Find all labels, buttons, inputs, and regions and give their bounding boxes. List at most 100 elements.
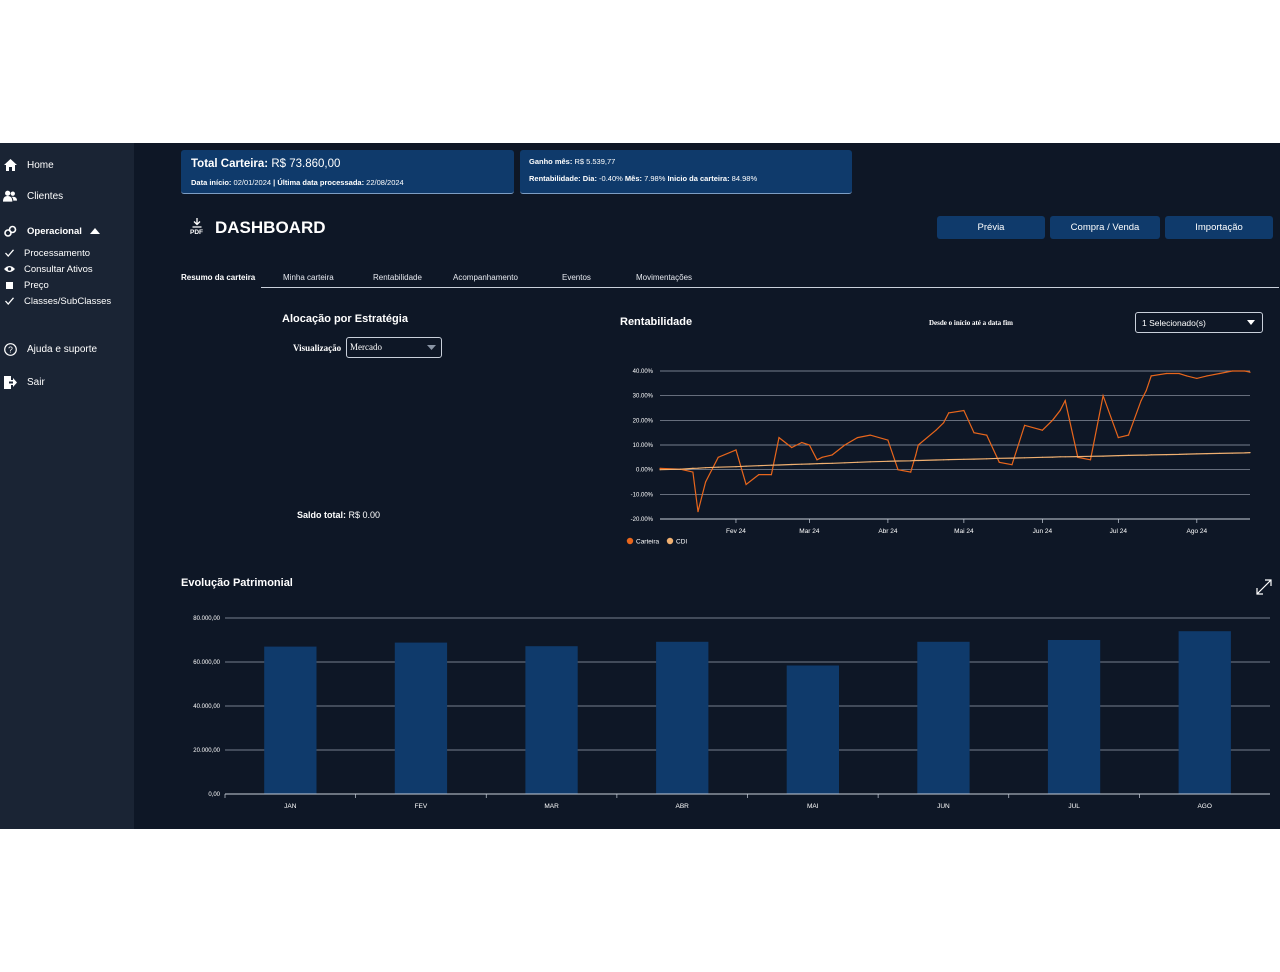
start-date-value: 02/01/2024 — [233, 178, 272, 187]
data-point — [1140, 454, 1142, 456]
data-point — [1077, 456, 1079, 458]
sidebar-item-home[interactable]: Home — [0, 158, 54, 172]
data-point — [1186, 375, 1188, 377]
data-point — [986, 458, 988, 460]
square-icon — [3, 279, 15, 291]
x-tick-label: Mai 24 — [954, 528, 974, 535]
page-title: DASHBOARD — [215, 218, 326, 237]
data-point — [697, 511, 699, 513]
data-point — [717, 466, 719, 468]
tab-portfolio-summary[interactable]: Resumo da carteira — [181, 273, 256, 282]
data-point — [910, 460, 912, 462]
data-point — [1024, 424, 1026, 426]
tab-tracking[interactable]: Acompanhamento — [453, 273, 518, 282]
tab-returns[interactable]: Rentabilidade — [373, 273, 422, 282]
tab-events[interactable]: Eventos — [562, 273, 591, 282]
y-tick-label: 60.000,00 — [193, 660, 220, 666]
tab-bar: Resumo da carteira Minha carteira Rentab… — [181, 143, 1280, 293]
pdf-download-button[interactable]: PDF — [188, 217, 206, 239]
view-select-value: Mercado — [350, 342, 382, 352]
data-point — [935, 459, 937, 461]
data-point — [1117, 437, 1119, 439]
data-point — [821, 462, 823, 465]
series-line-carteira — [659, 370, 1251, 512]
data-point — [948, 412, 950, 414]
bar — [264, 646, 317, 794]
sidebar-item-clients[interactable]: Clientes — [0, 189, 63, 203]
data-point — [791, 446, 793, 449]
data-point — [692, 471, 694, 473]
buy-sell-button[interactable]: Compra / Venda — [1050, 216, 1160, 239]
app-window: Home Clientes Operacional Processamento — [0, 143, 1280, 829]
data-point — [973, 432, 975, 434]
data-point — [1178, 372, 1180, 375]
bar — [656, 641, 709, 794]
tab-movements[interactable]: Movimentações — [636, 273, 693, 282]
data-point — [910, 471, 912, 473]
data-point — [831, 462, 833, 464]
return-label: Rentabilidade: — [529, 174, 581, 183]
data-point — [821, 456, 823, 458]
data-point — [1249, 452, 1251, 454]
y-tick-label: 20.00% — [633, 418, 654, 424]
data-point — [1059, 409, 1061, 412]
bar — [1178, 631, 1231, 794]
data-point — [778, 437, 780, 439]
preview-button[interactable]: Prévia — [937, 216, 1045, 239]
view-select[interactable]: Mercado — [346, 337, 442, 358]
x-tick-label: MAI — [807, 803, 819, 810]
data-point — [897, 460, 899, 462]
data-point — [935, 429, 937, 431]
data-point — [1051, 456, 1054, 458]
download-icon — [192, 218, 202, 228]
data-point — [791, 463, 793, 466]
day-label: Dia: — [582, 174, 597, 183]
sidebar-subitem-price[interactable]: Preço — [0, 279, 49, 291]
expand-icon[interactable] — [1255, 578, 1273, 596]
x-tick-label: AGO — [1197, 803, 1211, 810]
sidebar-subitem-assets[interactable]: Consultar Ativos — [0, 263, 93, 275]
data-point — [692, 467, 694, 469]
balance-total-value: R$ 0.00 — [348, 510, 381, 520]
data-point — [1089, 455, 1092, 457]
dropdown-arrow-icon — [1247, 320, 1255, 325]
data-point — [679, 468, 681, 470]
data-point — [758, 474, 760, 476]
data-point — [808, 444, 810, 446]
sidebar-item-help[interactable]: ? Ajuda e suporte — [0, 342, 97, 356]
y-tick-label: 30.00% — [633, 394, 654, 400]
import-button[interactable]: Importação — [1165, 216, 1273, 239]
data-point — [697, 467, 699, 469]
sidebar-item-label: Clientes — [27, 190, 64, 202]
sidebar-item-logout[interactable]: Sair — [0, 375, 45, 389]
data-point — [973, 458, 975, 460]
data-point — [1140, 400, 1142, 402]
data-point — [758, 465, 760, 467]
allocation-title: Alocação por Estratégia — [282, 313, 408, 325]
sidebar-subitem-classes[interactable]: Classes/SubClasses — [0, 295, 111, 307]
y-tick-label: -10.00% — [631, 492, 654, 498]
y-tick-label: 0,00 — [208, 792, 220, 798]
data-point — [1127, 434, 1130, 436]
data-point — [1011, 457, 1013, 459]
x-tick-label: Jul 24 — [1110, 528, 1128, 535]
tab-my-portfolio[interactable]: Minha carteira — [283, 273, 334, 282]
sidebar-item-operational[interactable]: Operacional — [0, 224, 100, 238]
data-point — [1165, 454, 1167, 456]
data-point — [1165, 372, 1167, 375]
data-point — [1186, 453, 1188, 455]
data-point — [770, 474, 772, 476]
data-point — [887, 460, 889, 462]
data-point — [1206, 453, 1208, 455]
chevron-up-icon[interactable] — [89, 226, 100, 237]
data-point — [915, 459, 917, 462]
sidebar-subitem-processing[interactable]: Processamento — [0, 247, 90, 259]
data-point — [1145, 454, 1147, 456]
legend-marker — [626, 537, 634, 545]
link-icon — [3, 224, 17, 238]
data-point — [705, 467, 707, 469]
x-tick-label: JUL — [1068, 803, 1080, 810]
series-line-cdi — [659, 452, 1251, 471]
series-select[interactable]: 1 Selecionado(s) — [1135, 312, 1263, 333]
data-point — [1117, 455, 1119, 457]
